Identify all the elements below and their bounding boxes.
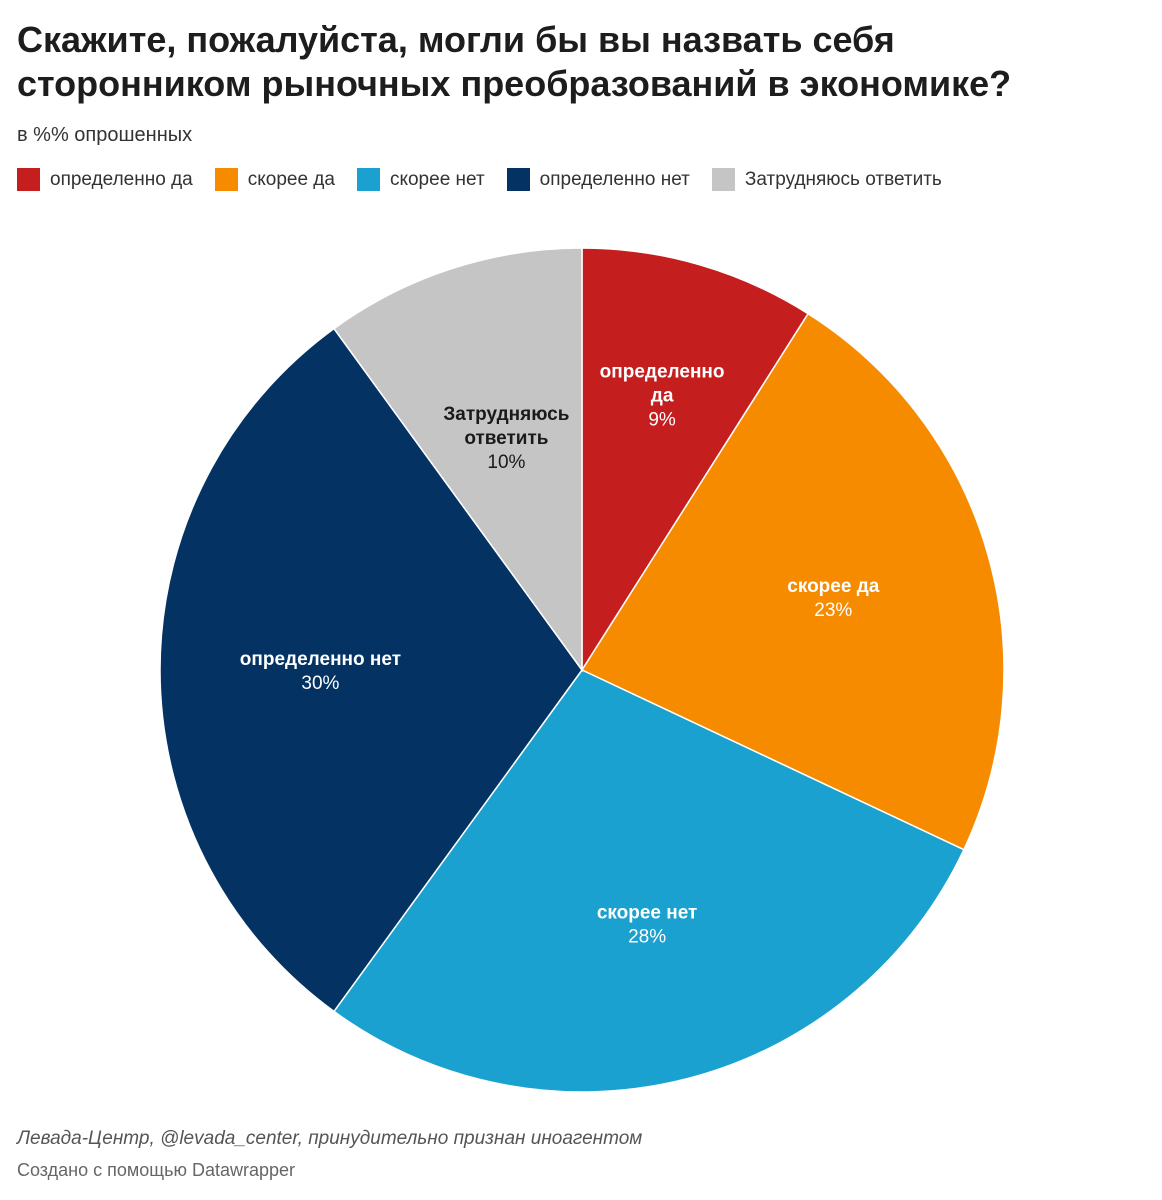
legend-swatch-hard-to-say bbox=[711, 168, 735, 191]
pie-label-rather-yes: скорее да 23% bbox=[787, 576, 880, 621]
legend-label: определенно да bbox=[50, 168, 193, 190]
pie-label-value: 9% bbox=[648, 409, 676, 430]
legend-swatch-rather-no bbox=[356, 168, 380, 191]
legend-label: определенно нет bbox=[539, 168, 690, 190]
pie-label-hard-to-say: Затрудняюсь ответить 10% bbox=[443, 404, 569, 473]
source-note: Левада-Центр, @levada_center, принудител… bbox=[17, 1128, 643, 1149]
chart-title: Скажите, пожалуйста, могли бы вы назвать… bbox=[17, 19, 1012, 104]
legend-item-rather-yes: скорее да bbox=[214, 168, 335, 191]
pie-label-definitely-yes: определенно да 9% bbox=[600, 361, 725, 430]
legend-label: скорее нет bbox=[389, 168, 485, 190]
legend-item-definitely-no: определенно нет bbox=[506, 168, 690, 191]
legend-swatch-rather-yes bbox=[214, 168, 238, 191]
legend-swatch-definitely-yes bbox=[17, 168, 40, 191]
pie-label-definitely-no: определенно нет 30% bbox=[240, 649, 401, 694]
pie-label-value: 10% bbox=[487, 452, 525, 473]
pie-label-text: определенно нет bbox=[240, 649, 401, 670]
credit-note: Создано с помощью Datawrapper bbox=[17, 1160, 296, 1180]
pie-label-value: 30% bbox=[301, 673, 339, 694]
pie-slice-definitely-yes bbox=[581, 247, 810, 673]
legend-label: скорее да bbox=[247, 168, 335, 190]
pie-label-text: скорее нет bbox=[597, 902, 698, 923]
pie-label-rather-no: скорее нет 28% bbox=[597, 902, 698, 947]
pie-label-text: определенно bbox=[600, 361, 725, 382]
pie-label-text: да bbox=[651, 385, 674, 406]
pie-label-value: 28% bbox=[628, 926, 666, 947]
chart-subtitle: в %% опрошенных bbox=[17, 124, 193, 146]
pie-slice-rather-yes bbox=[580, 312, 1005, 851]
legend-item-definitely-yes: определенно да bbox=[17, 168, 193, 191]
pie-slices bbox=[159, 247, 1005, 1093]
pie-slice-rather-no bbox=[332, 669, 965, 1093]
pie-label-text: ответить bbox=[464, 428, 548, 449]
pie-label-value: 23% bbox=[814, 600, 852, 621]
pie-slice-definitely-no bbox=[159, 327, 583, 1013]
legend-swatch-definitely-no bbox=[506, 168, 530, 191]
legend-item-rather-no: скорее нет bbox=[356, 168, 485, 191]
legend: определенно да скорее да скорее нет опре… bbox=[17, 168, 964, 191]
pie-label-text: скорее да bbox=[787, 576, 880, 597]
pie-labels: определенно да 9% скорее да 23% скорее нет 28%… bbox=[240, 361, 880, 947]
pie-slice-hard-to-say bbox=[332, 247, 583, 673]
pie-label-text: Затрудняюсь bbox=[443, 404, 569, 425]
legend-item-hard-to-say: Затрудняюсь ответить bbox=[711, 168, 942, 191]
legend-label: Затрудняюсь ответить bbox=[744, 168, 942, 190]
